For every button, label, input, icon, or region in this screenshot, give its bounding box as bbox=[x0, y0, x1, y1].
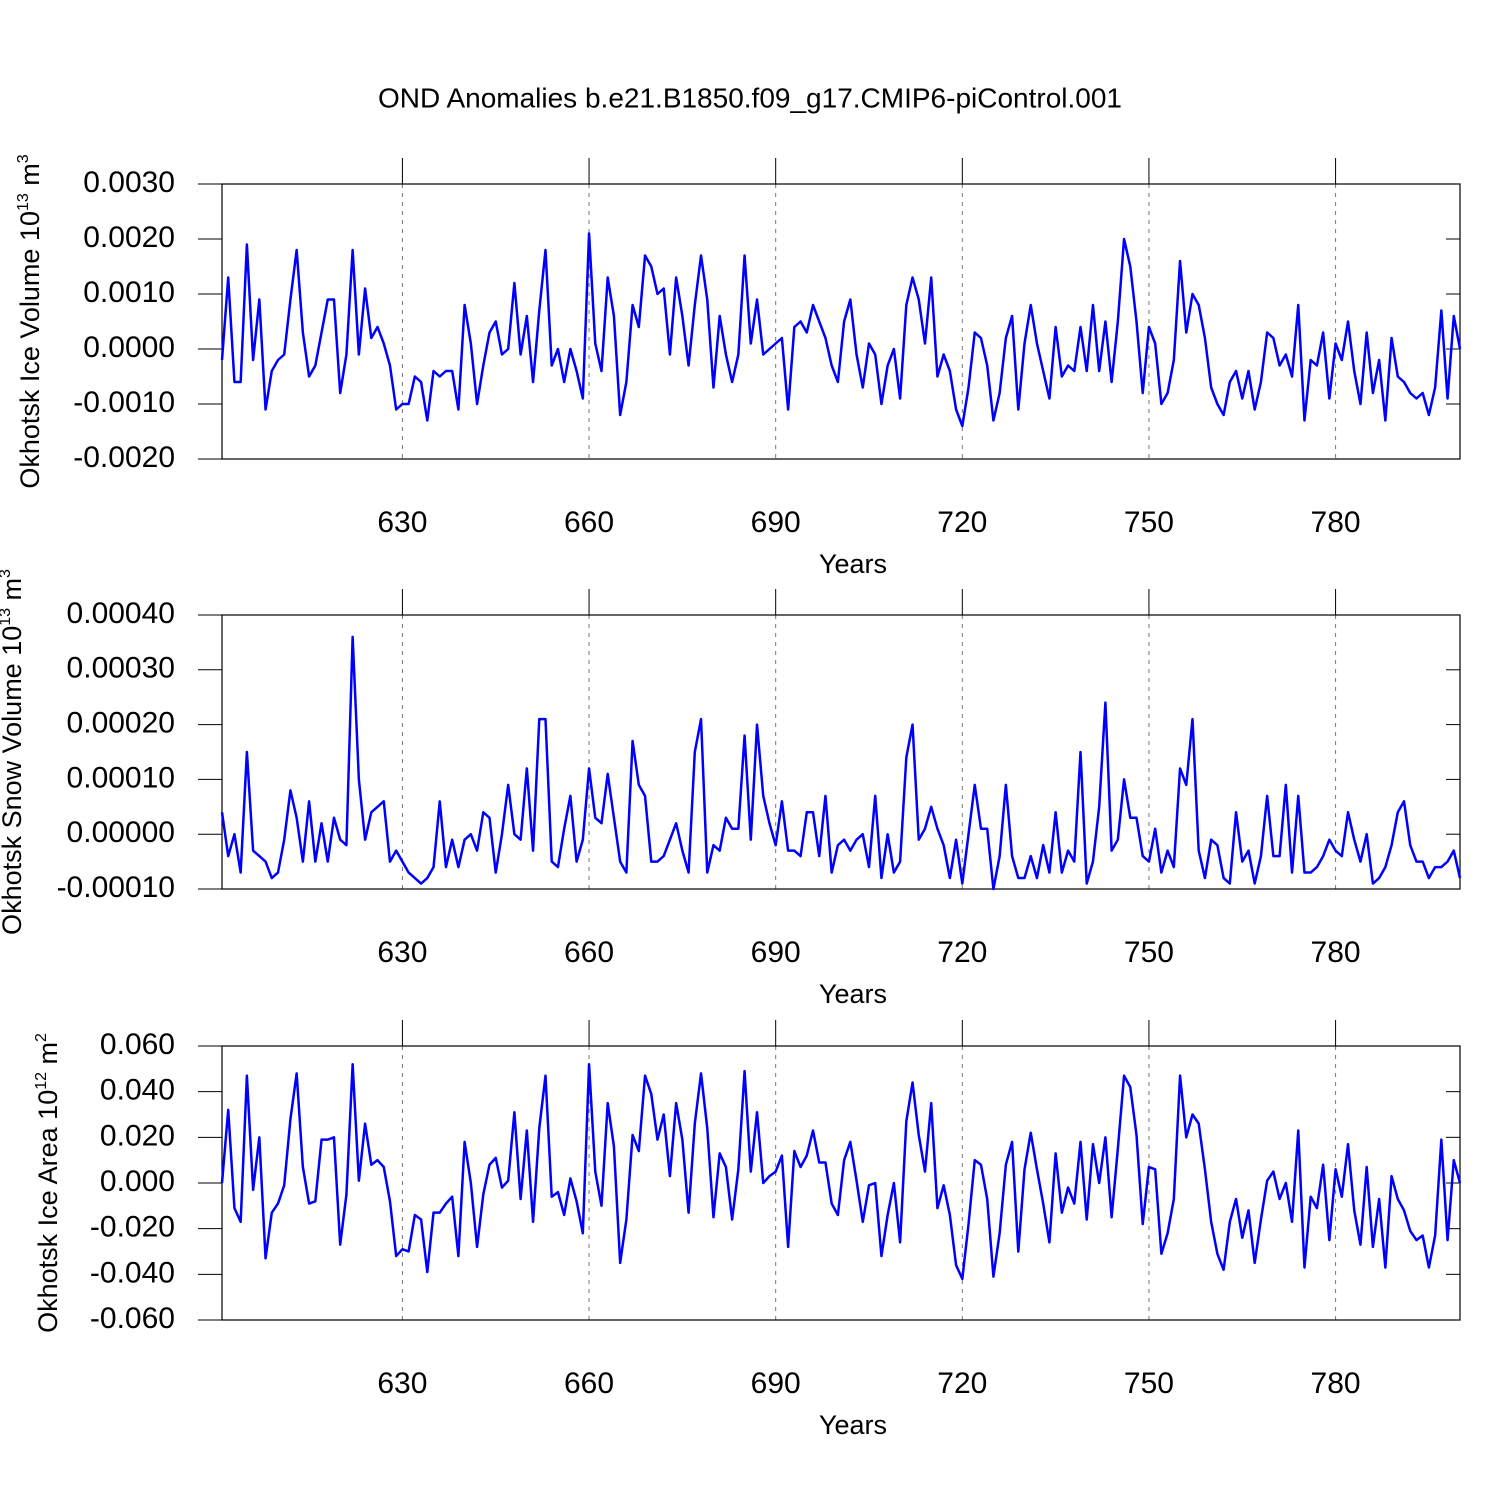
plot-frame bbox=[221, 614, 1461, 890]
y-tick-label: 0.00020 bbox=[67, 707, 175, 740]
data-line bbox=[220, 232, 1462, 428]
x-tick-label: 660 bbox=[564, 1367, 614, 1400]
x-tick-label: 660 bbox=[564, 936, 614, 969]
y-tick-label: 0.00030 bbox=[67, 652, 175, 685]
x-tick-label: 690 bbox=[751, 506, 801, 539]
x-tick-label: 780 bbox=[1311, 936, 1361, 969]
y-axis-title-text: Okhotsk Snow Volume 10 bbox=[0, 626, 27, 935]
y-tick-label: 0.000 bbox=[100, 1165, 175, 1198]
y-tick-label: 0.00000 bbox=[67, 816, 175, 849]
x-tick-label: 780 bbox=[1311, 1367, 1361, 1400]
plot-frame bbox=[221, 183, 1461, 460]
y-tick-label: 0.0020 bbox=[83, 221, 175, 254]
y-axis-title: Okhotsk Ice Volume 1013 m3 bbox=[15, 154, 45, 488]
y-tick-label: -0.060 bbox=[90, 1302, 175, 1335]
x-tick-label: 630 bbox=[377, 936, 427, 969]
x-tick-label: 630 bbox=[377, 506, 427, 539]
x-axis-title: Years bbox=[819, 549, 887, 579]
y-axis-title: Okhotsk Snow Volume 1013 m3 bbox=[0, 569, 27, 935]
y-tick-label: -0.00010 bbox=[57, 871, 175, 904]
y-tick-label: 0.0030 bbox=[83, 166, 175, 199]
x-tick-label: 690 bbox=[751, 1367, 801, 1400]
y-axis-title-text: m bbox=[15, 163, 45, 193]
figure-title: OND Anomalies b.e21.B1850.f09_g17.CMIP6-… bbox=[378, 82, 1122, 113]
y-axis-title: Okhotsk Ice Area 1012 m2 bbox=[33, 1033, 63, 1333]
y-axis-title-exponent: 12 bbox=[33, 1072, 50, 1090]
y-axis-title-text: Okhotsk Ice Area 10 bbox=[33, 1090, 63, 1333]
x-tick-label: 720 bbox=[937, 936, 987, 969]
y-tick-label: -0.0020 bbox=[73, 441, 175, 474]
y-tick-label: 0.020 bbox=[100, 1119, 175, 1152]
x-tick-label: 780 bbox=[1311, 506, 1361, 539]
y-tick-label: 0.0010 bbox=[83, 276, 175, 309]
data-line bbox=[220, 635, 1462, 891]
data-line bbox=[220, 1063, 1462, 1281]
y-axis-title-text: m bbox=[0, 578, 27, 608]
x-axis-title: Years bbox=[819, 979, 887, 1009]
x-tick-label: 630 bbox=[377, 1367, 427, 1400]
y-tick-label: -0.040 bbox=[90, 1256, 175, 1289]
x-tick-label: 690 bbox=[751, 936, 801, 969]
x-tick-label: 750 bbox=[1124, 506, 1174, 539]
x-tick-label: 660 bbox=[564, 506, 614, 539]
x-axis-title: Years bbox=[819, 1410, 887, 1440]
y-tick-label: 0.040 bbox=[100, 1074, 175, 1107]
y-axis-title-exponent: 2 bbox=[33, 1033, 50, 1042]
y-tick-label: 0.00040 bbox=[67, 597, 175, 630]
x-tick-label: 750 bbox=[1124, 936, 1174, 969]
y-axis-title-exponent: 13 bbox=[15, 193, 32, 211]
y-axis-title-text: m bbox=[33, 1042, 63, 1072]
y-axis-title-exponent: 3 bbox=[0, 569, 14, 578]
y-tick-label: -0.0010 bbox=[73, 386, 175, 419]
x-tick-label: 720 bbox=[937, 1367, 987, 1400]
y-axis-title-text: Okhotsk Ice Volume 10 bbox=[15, 211, 45, 489]
x-tick-label: 750 bbox=[1124, 1367, 1174, 1400]
y-tick-label: 0.0000 bbox=[83, 331, 175, 364]
y-tick-label: 0.060 bbox=[100, 1028, 175, 1061]
y-tick-label: -0.020 bbox=[90, 1211, 175, 1244]
y-axis-title-exponent: 13 bbox=[0, 608, 14, 626]
y-tick-label: 0.00010 bbox=[67, 761, 175, 794]
x-tick-label: 720 bbox=[937, 506, 987, 539]
y-axis-title-exponent: 3 bbox=[15, 154, 32, 163]
